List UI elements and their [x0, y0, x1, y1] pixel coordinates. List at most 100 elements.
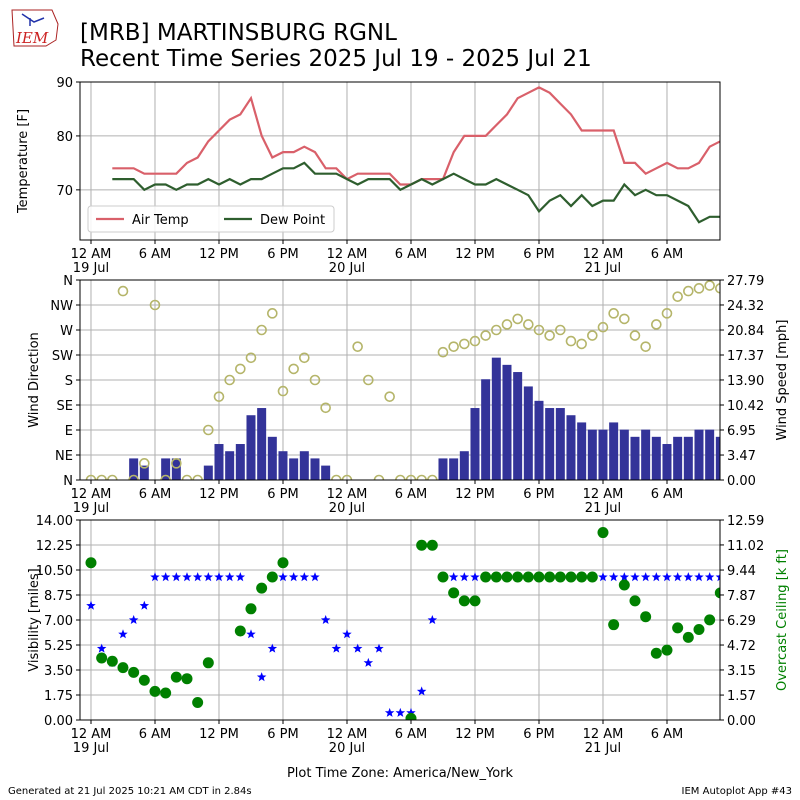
point: [384, 391, 395, 402]
point: [480, 330, 491, 341]
bar: [161, 458, 171, 480]
point: [608, 619, 620, 631]
point: [192, 697, 204, 709]
point: [619, 572, 630, 582]
point: [427, 615, 438, 624]
point: [650, 647, 662, 659]
y-tick-label: SW: [52, 349, 73, 364]
point: [458, 595, 470, 607]
point: [629, 595, 641, 607]
y2-tick-label: 20.84: [727, 324, 764, 339]
y-tick-label: W: [60, 324, 73, 339]
point: [202, 657, 214, 669]
y-axis-label: Wind Direction: [27, 332, 42, 428]
point: [587, 330, 598, 341]
y2-tick-label: 10.42: [727, 399, 764, 414]
y2-tick-label: 11.02: [727, 539, 764, 554]
y-tick-label: 8.75: [44, 589, 73, 604]
x-tick-label: 6 PM: [267, 247, 298, 262]
bar: [683, 436, 693, 480]
y2-tick-label: 0.00: [727, 714, 756, 729]
bar: [470, 408, 480, 480]
x-tick-label: 6 AM: [395, 487, 428, 502]
x-tick-label: 6 PM: [523, 247, 554, 262]
plot-frame: [79, 519, 721, 721]
x-tick-label: 6 AM: [139, 487, 172, 502]
x-tick-label: 12 PM: [455, 487, 495, 502]
x-tick-label: 12 AM 20 Jul: [327, 727, 368, 756]
point: [544, 571, 556, 583]
y2-tick-label: 7.87: [727, 589, 756, 604]
bar: [545, 408, 555, 480]
point: [267, 308, 278, 319]
bar: [321, 465, 331, 480]
x-tick-label: 6 AM: [651, 727, 684, 742]
point: [640, 611, 652, 623]
bar: [214, 444, 224, 480]
point: [576, 571, 588, 583]
point: [501, 571, 513, 583]
bar: [705, 429, 715, 480]
x-tick-label: 6 PM: [267, 487, 298, 502]
panel: 12 AM 19 Jul 6 AM 12 PM 6 PM 12 AM 20 Jul 6 AM 1…: [27, 514, 790, 781]
plot-area: [112, 86, 720, 224]
y-axis-label: Visibility [miles]: [27, 568, 42, 671]
bar: [715, 436, 720, 480]
point: [267, 643, 278, 653]
point: [640, 572, 651, 582]
point: [224, 572, 235, 582]
y2-tick-label: 24.32: [727, 299, 764, 314]
y2-tick-label: 9.44: [727, 564, 756, 579]
point: [256, 672, 267, 682]
point: [437, 346, 449, 358]
point: [533, 571, 545, 583]
bar: [577, 422, 587, 480]
bar: [555, 408, 565, 480]
bar: [310, 458, 320, 480]
point: [619, 313, 630, 325]
x-tick-label: 6 PM: [523, 487, 554, 502]
point: [565, 571, 577, 583]
point: [683, 285, 694, 297]
point: [459, 572, 470, 582]
bar: [513, 372, 523, 480]
point: [651, 572, 662, 582]
y-tick-label: NW: [50, 299, 73, 314]
x-tick-label: 12 PM: [199, 727, 239, 742]
point: [96, 652, 108, 664]
x-tick-label: 6 AM: [651, 487, 684, 502]
point: [661, 644, 673, 656]
bar: [129, 458, 139, 480]
point: [117, 285, 129, 297]
x-tick-label: 12 AM 20 Jul: [327, 247, 368, 276]
point: [86, 600, 96, 610]
point: [555, 324, 566, 336]
x-tick-label: 6 AM: [139, 247, 172, 262]
point: [469, 595, 481, 607]
point: [598, 572, 608, 582]
logo-outline: [11, 9, 59, 47]
point: [715, 572, 720, 582]
x-tick-label: 6 AM: [651, 247, 684, 262]
point: [384, 707, 395, 717]
x-tick-label: 6 AM: [395, 727, 428, 742]
point: [150, 572, 160, 582]
point: [469, 335, 481, 347]
point: [554, 571, 566, 583]
bar: [534, 400, 544, 480]
point: [246, 629, 256, 639]
point: [128, 615, 139, 624]
bar: [619, 429, 629, 480]
point: [266, 571, 278, 583]
point: [363, 374, 374, 386]
point: [576, 338, 587, 350]
point: [672, 291, 683, 302]
x-tick-label: 12 PM: [455, 247, 495, 262]
bar: [278, 451, 288, 480]
point: [96, 643, 107, 653]
point: [651, 319, 662, 330]
point: [288, 572, 299, 582]
y2-tick-label: 12.59: [727, 514, 764, 529]
point: [235, 572, 246, 582]
